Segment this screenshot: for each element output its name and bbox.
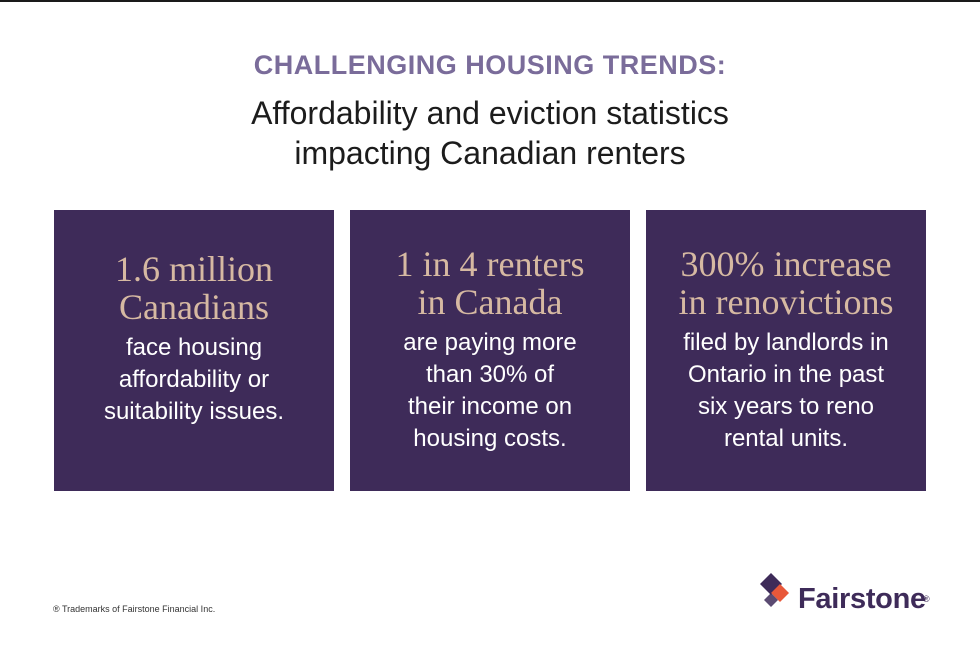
top-border [0, 0, 980, 2]
stat-description: filed by landlords in Ontario in the pas… [660, 327, 912, 455]
stat-description: face housing affordability or suitabilit… [68, 332, 320, 428]
stat-line: in Canada [417, 282, 563, 322]
description-line: are paying more [403, 329, 577, 356]
stat-line: 1.6 million [114, 249, 273, 289]
stat-card-renters: 1 in 4 renters in Canada are paying more… [350, 210, 630, 491]
page-title-line-1: Affordability and eviction statistics [251, 95, 729, 131]
description-line: suitability issues. [103, 398, 285, 425]
stat-card-renovictions: 300% increase in renovictions filed by l… [646, 210, 926, 491]
stat-card-canadians: 1.6 million Canadians face housing affor… [54, 210, 334, 491]
description-line: rental units. [723, 425, 849, 452]
stat-line: in renovictions [678, 282, 894, 322]
page-title-line-2: impacting Canadian renters [294, 135, 686, 171]
stat-headline: 1 in 4 renters in Canada [364, 245, 616, 321]
description-line: filed by landlords in [683, 329, 889, 356]
description-line: affordability or [118, 366, 270, 393]
stat-line: 300% increase [680, 244, 892, 284]
stat-headline: 300% increase in renovictions [660, 245, 912, 321]
description-line: Ontario in the past [687, 361, 885, 388]
section-kicker: CHALLENGING HOUSING TRENDS: [253, 50, 727, 80]
description-line: face housing [125, 334, 263, 361]
stat-description: are paying more than 30% of their income… [364, 327, 616, 455]
trademark-footnote: ® Trademarks of Fairstone Financial Inc. [53, 604, 216, 614]
description-line: housing costs. [413, 425, 567, 452]
stat-line: Canadians [119, 287, 269, 327]
fairstone-logo-icon [760, 573, 789, 607]
description-line: than 30% of [425, 361, 555, 388]
fairstone-logo: Fairstone ® [758, 571, 938, 619]
registered-mark: ® [923, 594, 930, 604]
description-line: their income on [407, 393, 573, 420]
description-line: six years to reno [697, 393, 875, 420]
stat-headline: 1.6 million Canadians [68, 250, 320, 326]
logo-wordmark: Fairstone [798, 583, 926, 615]
stat-line: 1 in 4 renters [395, 244, 585, 284]
page-title: Affordability and eviction statistics im… [0, 93, 980, 173]
